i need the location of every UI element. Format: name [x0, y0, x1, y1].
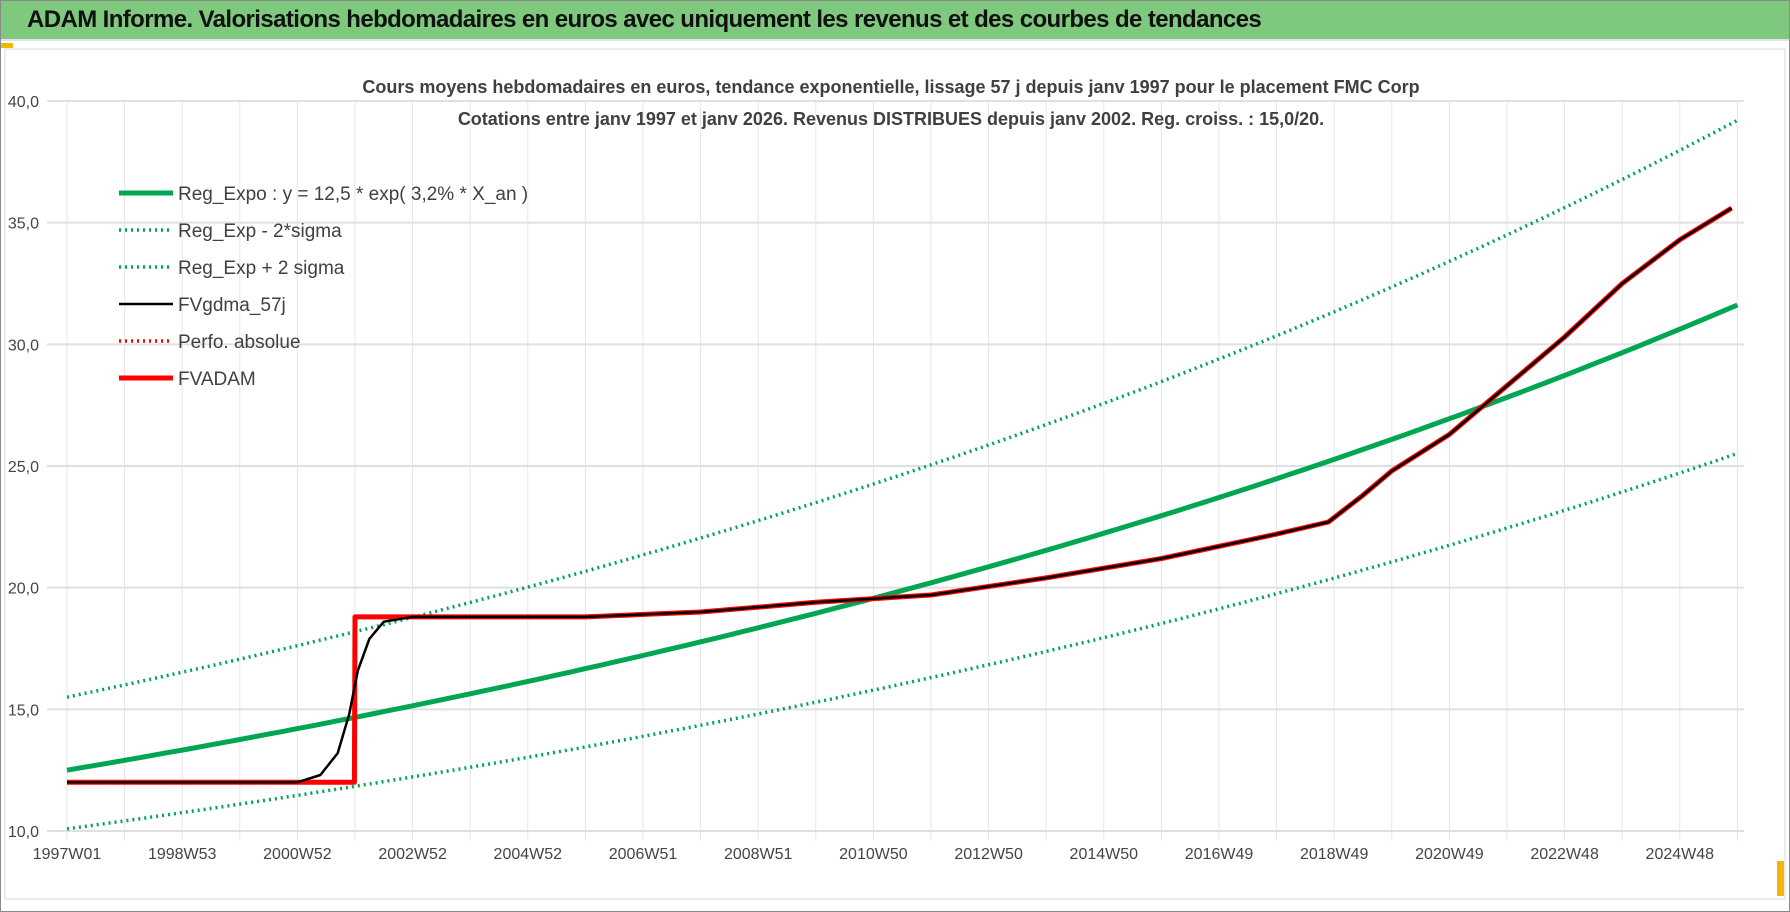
x-tick-label: 2024W48	[1646, 846, 1715, 863]
series-line-reg_expo	[66, 302, 1739, 773]
selection-handle	[1777, 861, 1784, 896]
x-tick-label: 1997W01	[33, 846, 102, 863]
x-tick-label: 1998W53	[148, 846, 217, 863]
report-header: ADAM Informe. Valorisations hebdomadaire…	[1, 1, 1789, 41]
report-title: ADAM Informe. Valorisations hebdomadaire…	[27, 6, 1262, 33]
series-line-fvadam	[67, 205, 1733, 785]
y-tick-label: 25,0	[8, 459, 39, 476]
x-tick-label: 2004W52	[494, 846, 563, 863]
y-tick-label: 10,0	[8, 824, 39, 841]
legend-label: Reg_Exp - 2*sigma	[178, 221, 342, 242]
x-tick-label: 2002W52	[378, 846, 447, 863]
series-line-fvgdma_57j	[67, 207, 1733, 784]
chart-title-line-2: Cotations entre janv 1997 et janv 2026. …	[458, 109, 1324, 129]
y-tick-label: 20,0	[8, 581, 39, 598]
chart-title-line-1: Cours moyens hebdomadaires en euros, ten…	[362, 77, 1419, 97]
x-tick-label: 2022W48	[1530, 846, 1599, 863]
x-tick-label: 2000W52	[263, 846, 332, 863]
x-tick-label: 2020W49	[1415, 846, 1484, 863]
legend-label: Perfo. absolue	[178, 332, 301, 353]
x-tick-label: 2006W51	[609, 846, 678, 863]
x-tick-label: 2018W49	[1300, 846, 1369, 863]
y-tick-label: 30,0	[8, 337, 39, 354]
chart-frame	[4, 48, 1786, 900]
x-tick-label: 2014W50	[1070, 846, 1139, 863]
y-tick-label: 40,0	[8, 94, 39, 111]
legend-label: Reg_Exp + 2 sigma	[178, 258, 345, 279]
x-tick-label: 2016W49	[1185, 846, 1254, 863]
legend: Reg_Expo : y = 12,5 * exp( 3,2% * X_an )…	[119, 184, 528, 390]
legend-label: FVgdma_57j	[178, 295, 286, 316]
y-tick-label: 35,0	[8, 216, 39, 233]
legend-label: Reg_Expo : y = 12,5 * exp( 3,2% * X_an )	[178, 184, 528, 205]
y-tick-label: 15,0	[8, 702, 39, 719]
selection-handle	[1, 43, 13, 48]
legend-label: FVADAM	[178, 369, 256, 390]
x-tick-label: 2012W50	[954, 846, 1023, 863]
series-line-reg_exp	[66, 451, 1738, 831]
x-tick-label: 2010W50	[839, 846, 908, 863]
x-tick-label: 2008W51	[724, 846, 793, 863]
series-line-reg_exp	[66, 118, 1739, 699]
